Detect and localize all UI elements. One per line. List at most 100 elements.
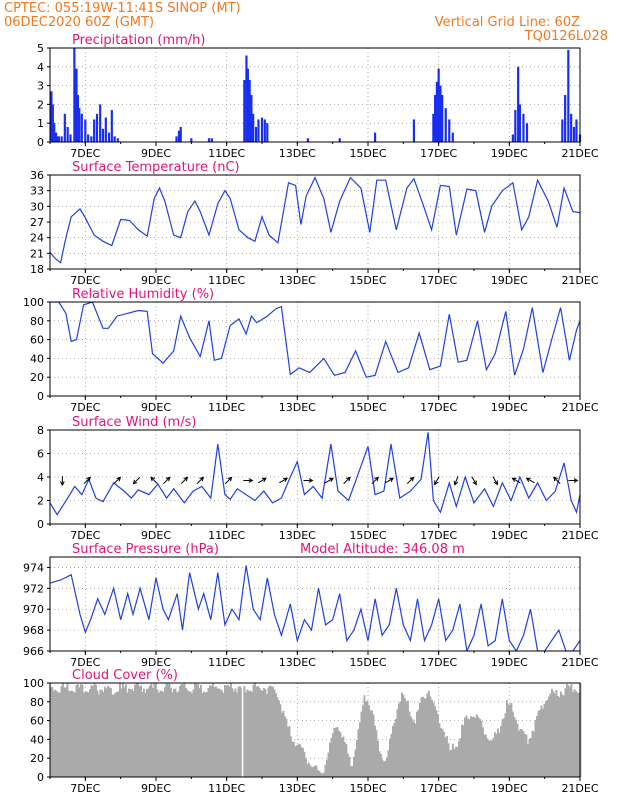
x-tick-label: 13DEC xyxy=(279,401,316,414)
cloud-bar xyxy=(465,715,468,777)
cloud-bar xyxy=(555,690,558,777)
cloud-bar xyxy=(165,683,168,777)
cloud-bar xyxy=(300,746,303,777)
wind-arrow-head xyxy=(553,476,558,482)
header-date-line: 06DEC2020 60Z (GMT) xyxy=(4,15,154,30)
cloud-bar xyxy=(90,685,93,777)
cloud-bar xyxy=(474,717,477,777)
rh-frame xyxy=(49,301,581,397)
cloud-bar xyxy=(486,738,489,777)
y-tick-label: 33 xyxy=(30,185,44,198)
header-code: TQ0126L028 xyxy=(524,29,608,44)
cloud-bar xyxy=(218,688,220,777)
cloud-frame xyxy=(49,682,581,778)
temp-panel: 18 21 24 27 30 33 36 7DEC 9DEC 11DEC 13DEC 15DEC 17D… xyxy=(30,160,599,287)
precip-bar xyxy=(306,138,310,142)
wind-arrow-shaft xyxy=(385,477,394,484)
cloud-bar xyxy=(314,765,316,777)
cloud-bar xyxy=(405,701,408,777)
cloud-bar xyxy=(426,693,429,777)
precip-bar xyxy=(190,138,193,142)
cloud-bar xyxy=(468,719,471,777)
x-tick-label: 7DEC xyxy=(70,782,100,795)
cloud-bar xyxy=(548,696,550,777)
cloud-bar xyxy=(251,692,253,777)
cloud-bar xyxy=(317,770,319,777)
x-tick-label: 17DEC xyxy=(420,147,457,160)
precip-bar xyxy=(246,68,249,142)
x-tick-label: 17DEC xyxy=(420,782,457,795)
cloud-bar xyxy=(125,684,127,777)
wind-arrow-icon xyxy=(224,476,233,485)
precip-bar xyxy=(76,95,80,142)
cloud-bar xyxy=(480,720,483,777)
cloud-bar xyxy=(243,686,246,777)
y-tick-label: 0 xyxy=(37,136,44,149)
wind-arrow-icon xyxy=(568,478,579,483)
y-tick-label: 0 xyxy=(37,518,44,531)
cloud-bar xyxy=(270,686,273,777)
cloud-bar xyxy=(324,764,327,777)
wind-arrow-head xyxy=(86,476,92,482)
wind-arrow-icon xyxy=(324,477,334,484)
x-tick-label: 19DEC xyxy=(491,274,528,287)
cloud-bar xyxy=(158,692,160,777)
cloud-bar xyxy=(294,746,297,777)
cloud-bar xyxy=(362,705,364,777)
wind-arrow-icon xyxy=(343,476,351,485)
cloud-bar xyxy=(303,751,306,777)
wind-arrow-head xyxy=(525,477,531,482)
cloud-bar xyxy=(338,730,340,777)
cloud-bar xyxy=(117,691,120,777)
cloud-bar xyxy=(423,698,426,777)
cloud-bar xyxy=(326,759,328,777)
cloud-bar xyxy=(245,692,247,777)
wind-arrow-icon xyxy=(385,477,395,484)
wind-arrow-shaft xyxy=(406,476,414,485)
precip-bar xyxy=(252,113,255,142)
cloud-bar xyxy=(287,726,289,777)
x-tick-label: 21DEC xyxy=(561,529,598,542)
precip-bar xyxy=(254,126,258,142)
cloud-bar xyxy=(98,694,100,777)
precip-bar xyxy=(260,117,264,142)
cloud-bar xyxy=(179,686,181,777)
wind-arrow-shaft xyxy=(279,477,288,484)
cloud-bar xyxy=(371,710,373,777)
cloud-bar xyxy=(393,722,396,777)
cloud-bar xyxy=(141,691,144,777)
wind-arrow-shaft xyxy=(471,476,477,485)
cloud-bar xyxy=(519,728,522,777)
cloud-bar xyxy=(120,688,123,777)
cloud-bar xyxy=(348,756,351,777)
precip-bar xyxy=(56,136,59,142)
precip-bar xyxy=(518,104,522,142)
cloud-bar xyxy=(257,685,259,777)
y-tick-label: 60 xyxy=(30,715,44,728)
precip-bar xyxy=(101,128,105,142)
cloud-bar xyxy=(306,763,309,777)
cloud-bar xyxy=(462,725,465,777)
cloud-bar xyxy=(75,685,78,777)
x-tick-label: 11DEC xyxy=(208,401,245,414)
wind-arrow-icon xyxy=(453,476,459,486)
x-tick-label: 15DEC xyxy=(349,529,386,542)
cloud-bar xyxy=(305,758,307,777)
wind-arrow-head xyxy=(389,477,395,482)
wind-arrow-head xyxy=(116,476,122,482)
cloud-bar xyxy=(237,686,240,777)
y-tick-label: 2 xyxy=(37,495,44,508)
cloud-bar xyxy=(221,690,223,777)
x-tick-label: 21DEC xyxy=(561,401,598,414)
cloud-bar xyxy=(51,687,54,777)
cloud-bar xyxy=(347,753,349,777)
cloud-bar xyxy=(378,751,381,777)
cloud-bar xyxy=(456,746,459,777)
cloud-bar xyxy=(171,692,174,777)
cloud-bar xyxy=(164,687,166,777)
cloud-bar xyxy=(282,710,285,777)
cloud-bar xyxy=(63,687,66,777)
wind-arrow-head xyxy=(150,476,156,482)
cloud-bar xyxy=(227,684,229,777)
x-tick-label: 9DEC xyxy=(141,401,171,414)
